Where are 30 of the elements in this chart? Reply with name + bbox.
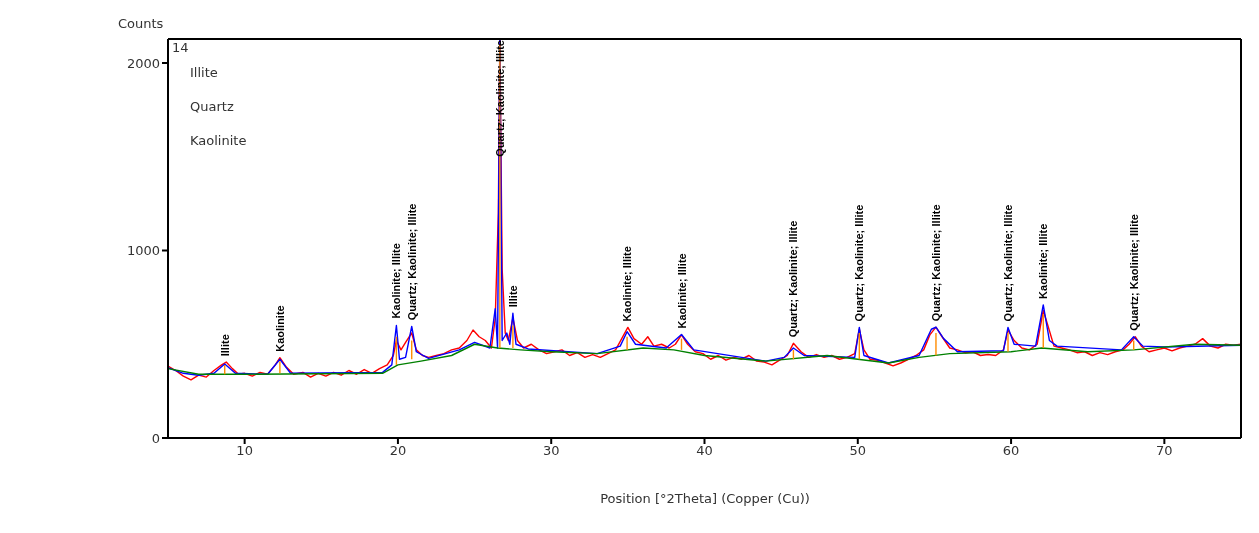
x-tick-label: 40 (696, 443, 713, 459)
annotation: Illite (218, 334, 231, 357)
annotation: Quartz; Kaolinite; Illite (929, 204, 942, 322)
annotation: Kaolinite; Illite (675, 253, 688, 329)
x-tick-label: 50 (849, 443, 867, 459)
annotation: Quartz (190, 98, 235, 116)
annotation: Kaolinite; Illite (621, 246, 634, 322)
y-tick-label: 1000 (126, 243, 160, 259)
annotation: Illite (506, 285, 519, 308)
annotation: Quartz; Kaolinite; Illite (853, 204, 866, 322)
x-tick-label: 60 (1002, 443, 1020, 459)
annotation: Kaolinite (190, 132, 247, 150)
x-tick-label: 20 (389, 443, 407, 459)
x-tick-label: 70 (1156, 443, 1173, 459)
annotation: Illite (190, 64, 219, 82)
annotation: Quartz; Kaolinite; Illite (493, 40, 506, 157)
annotation: Kaolinite (273, 305, 286, 352)
y-tick-label: 0 (151, 430, 160, 446)
annotation: Kaolinite; Illite (1037, 223, 1050, 299)
annotation: 14 (172, 40, 190, 56)
y-axis-title: Counts (118, 16, 164, 31)
annotation: Quartz; Kaolinite; Illite (405, 203, 418, 321)
x-tick-label: 30 (542, 443, 560, 459)
annotation: Quartz; Kaolinite; Illite (1002, 204, 1015, 322)
x-tick-label: 10 (236, 443, 253, 459)
annotation: Kaolinite; Illite (390, 243, 403, 319)
annotation: Quartz; Kaolinite; Illite (1127, 214, 1140, 331)
y-tick-label: 2000 (126, 55, 160, 71)
x-axis-title: Position [°2Theta] (Copper (Cu)) (599, 491, 811, 506)
annotation: Quartz; Kaolinite; Illite (787, 220, 800, 338)
